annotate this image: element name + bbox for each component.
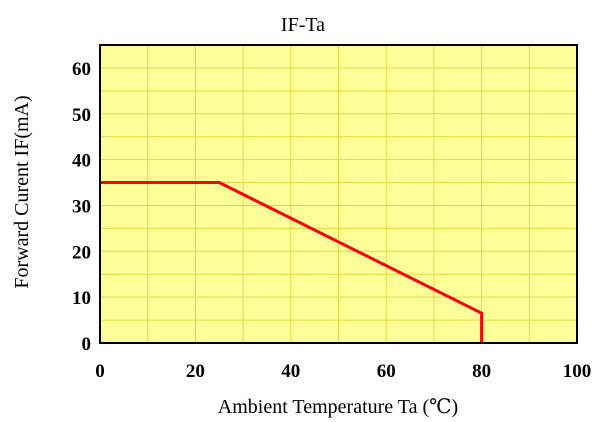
x-tick-label: 0 — [95, 361, 105, 382]
y-tick-label: 60 — [72, 59, 91, 80]
y-tick-labels: 0 10 20 30 40 50 60 — [72, 59, 91, 355]
series-layer — [100, 181, 484, 343]
y-tick-label: 50 — [72, 105, 91, 126]
y-tick-label: 10 — [72, 288, 91, 309]
x-axis-label: Ambient Temperature Ta (℃) — [218, 396, 458, 418]
x-tick-label: 80 — [472, 361, 491, 382]
x-tick-labels: 0 20 40 60 80 100 — [95, 361, 591, 382]
series-line-1 — [100, 181, 484, 343]
x-tick-label: 60 — [377, 361, 396, 382]
y-tick-label: 40 — [72, 151, 91, 172]
y-tick-label: 20 — [72, 242, 91, 263]
y-axis-label: Forward Curent IF(mA) — [11, 95, 33, 288]
grid-lines — [100, 45, 577, 343]
chart-title: IF-Ta — [281, 14, 325, 36]
y-tick-label: 30 — [72, 196, 91, 217]
x-tick-label: 20 — [186, 361, 205, 382]
plot-frame — [99, 44, 578, 344]
y-tick-label: 0 — [82, 334, 92, 355]
x-tick-label: 40 — [281, 361, 300, 382]
x-tick-label: 100 — [563, 361, 592, 382]
